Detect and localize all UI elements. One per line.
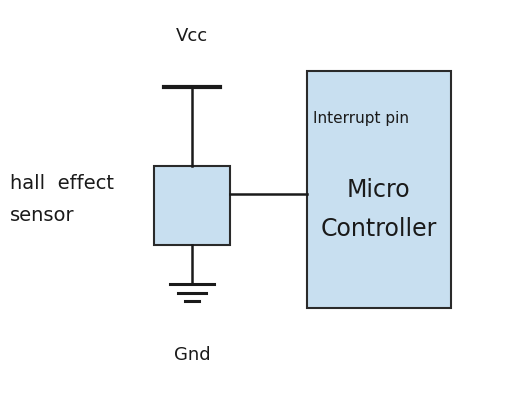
Text: hall  effect: hall effect <box>10 174 114 193</box>
Text: Micro: Micro <box>347 178 411 201</box>
Bar <box>154 166 230 245</box>
Text: Vcc: Vcc <box>176 26 208 45</box>
Text: Gnd: Gnd <box>174 346 210 365</box>
Text: Controller: Controller <box>321 217 437 241</box>
Bar <box>307 71 451 308</box>
Text: Interrupt pin: Interrupt pin <box>313 111 410 126</box>
Text: sensor: sensor <box>10 206 75 225</box>
